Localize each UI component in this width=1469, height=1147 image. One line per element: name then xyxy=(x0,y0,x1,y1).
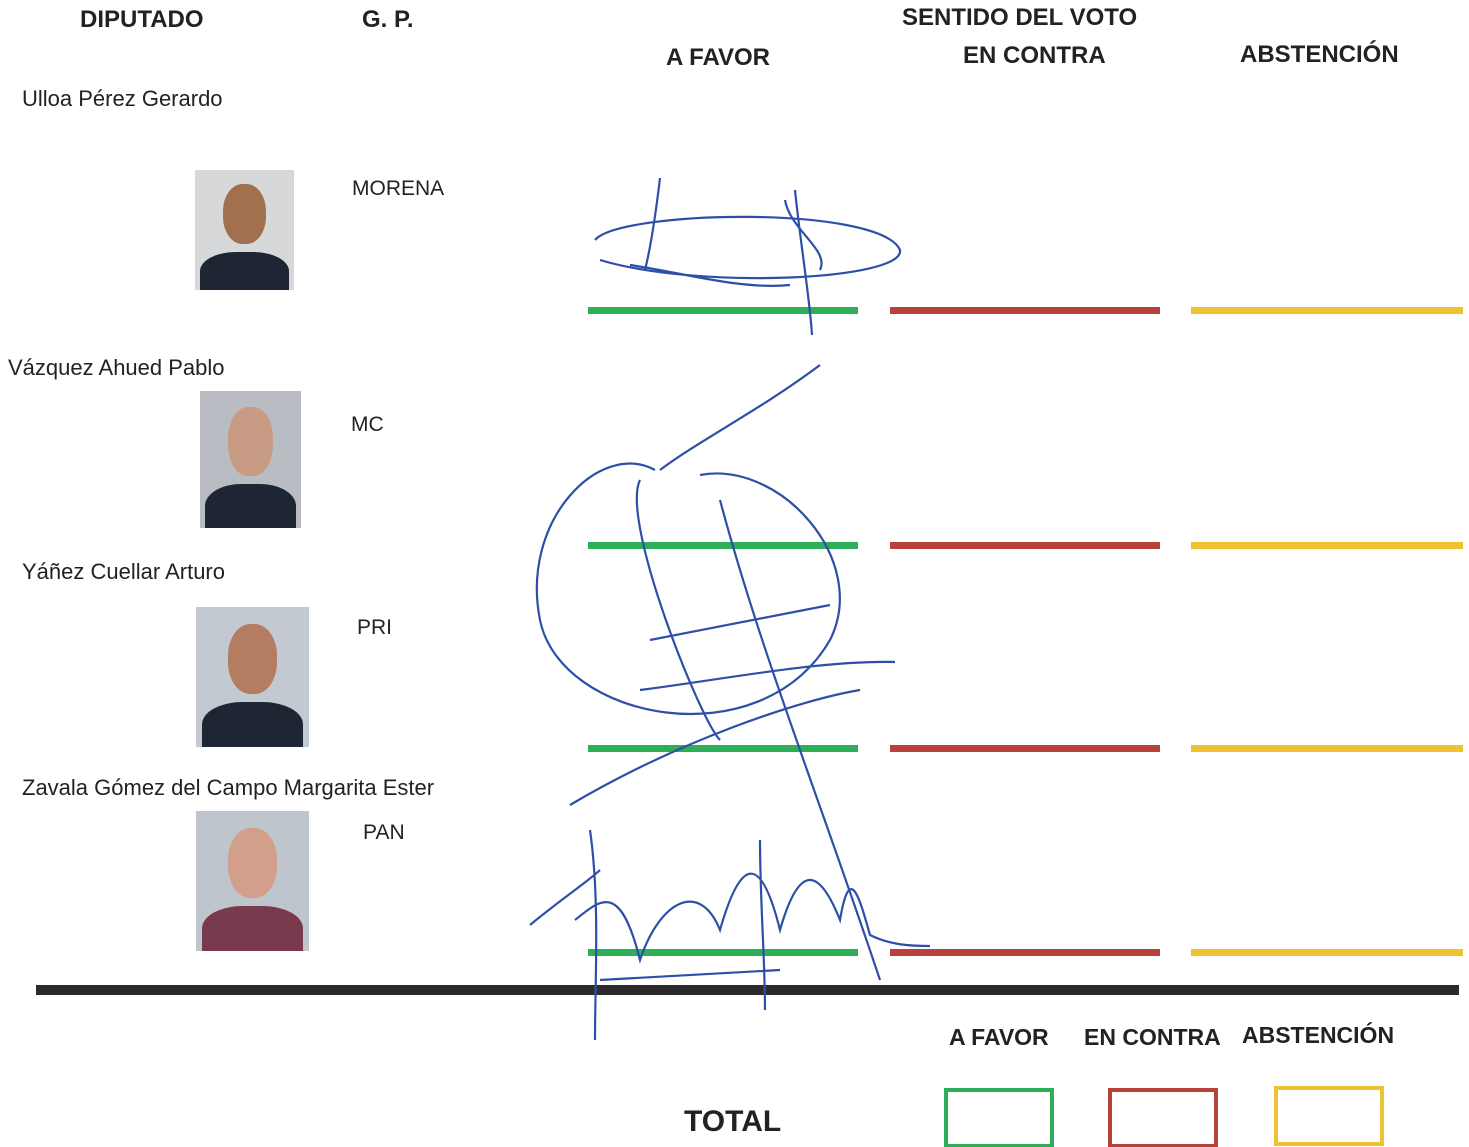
vote-line-against xyxy=(890,307,1160,314)
vote-line-abstention xyxy=(1191,307,1463,314)
signature xyxy=(529,829,931,1041)
total-box xyxy=(1274,1086,1384,1146)
vote-line-favor xyxy=(588,949,858,956)
vote-line-against xyxy=(890,542,1160,549)
vote-line-abstention xyxy=(1191,745,1463,752)
deputy-name: Ulloa Pérez Gerardo xyxy=(22,86,223,111)
col-header: DIPUTADO xyxy=(80,6,204,33)
vote-line-against xyxy=(890,745,1160,752)
total-box xyxy=(1108,1088,1218,1147)
vote-line-against xyxy=(890,949,1160,956)
col-header: EN CONTRA xyxy=(963,42,1106,69)
deputy-photo xyxy=(196,607,309,747)
deputy-photo xyxy=(195,170,294,290)
party: PRI xyxy=(357,616,393,639)
party: MORENA xyxy=(352,177,445,200)
vote-line-favor xyxy=(588,542,858,549)
vote-line-abstention xyxy=(1191,949,1463,956)
party: PAN xyxy=(363,821,405,844)
vote-line-favor xyxy=(588,745,858,752)
total-label: A FAVOR xyxy=(949,1024,1049,1050)
col-header: G. P. xyxy=(362,6,414,33)
total-label: ABSTENCIÓN xyxy=(1242,1022,1395,1048)
signature xyxy=(535,364,896,981)
divider xyxy=(36,985,1459,995)
total-box xyxy=(944,1088,1054,1147)
deputy-name: Yáñez Cuellar Arturo xyxy=(22,559,225,584)
total-title: TOTAL xyxy=(684,1105,782,1138)
deputy-photo xyxy=(200,391,301,528)
col-header: A FAVOR xyxy=(666,44,771,71)
vote-line-favor xyxy=(588,307,858,314)
total-label: EN CONTRA xyxy=(1084,1024,1221,1050)
deputy-name: Vázquez Ahued Pablo xyxy=(8,355,225,380)
signature xyxy=(594,177,902,336)
col-header: ABSTENCIÓN xyxy=(1240,41,1399,68)
col-header: SENTIDO DEL VOTO xyxy=(902,4,1138,31)
deputy-photo xyxy=(196,811,309,951)
vote-line-abstention xyxy=(1191,542,1463,549)
deputy-name: Zavala Gómez del Campo Margarita Ester xyxy=(22,775,435,800)
party: MC xyxy=(351,413,384,436)
